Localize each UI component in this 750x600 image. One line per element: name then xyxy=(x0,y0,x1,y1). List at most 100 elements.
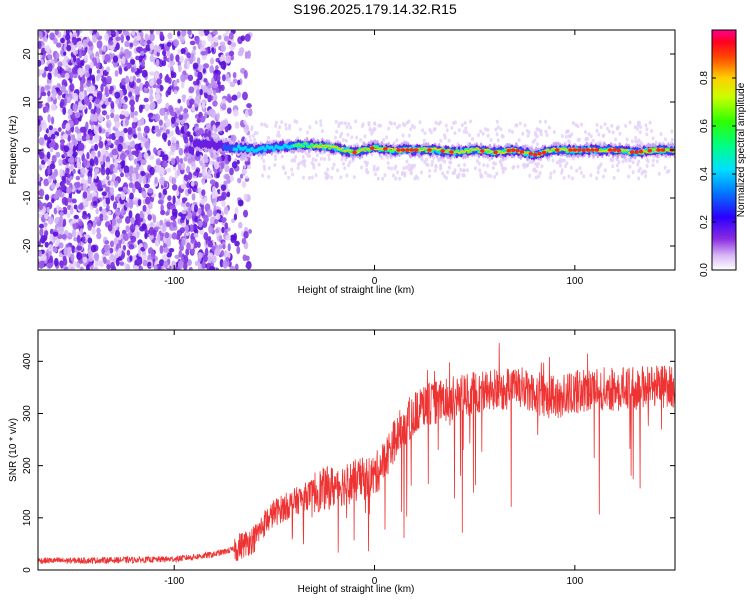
heatmap-cell xyxy=(455,149,460,152)
heatmap-cell xyxy=(624,123,628,128)
heatmap-cell xyxy=(306,130,310,135)
heatmap-cell xyxy=(280,154,284,159)
heatmap-cell xyxy=(128,244,135,250)
heatmap-cell xyxy=(651,136,655,141)
heatmap-cell xyxy=(171,208,178,217)
heatmap-cell xyxy=(83,201,89,207)
heatmap-cell xyxy=(221,199,226,208)
colorbar-tick-label: 0.2 xyxy=(699,215,710,229)
heatmap-cell xyxy=(312,165,316,170)
heatmap-cell xyxy=(301,154,305,159)
heatmap-cell xyxy=(260,122,264,127)
heatmap-cell xyxy=(53,257,59,267)
heatmap-cell xyxy=(231,218,236,224)
heatmap-cell xyxy=(494,127,498,132)
heatmap-cell xyxy=(170,143,177,153)
heatmap-cell xyxy=(180,80,185,89)
heatmap-cell xyxy=(189,224,194,233)
heatmap-cell xyxy=(122,103,128,110)
heatmap-cell xyxy=(611,164,615,169)
heatmap-cell xyxy=(38,137,45,146)
heatmap-cell xyxy=(126,63,131,70)
heatmap-cell xyxy=(104,244,109,253)
heatmap-cell xyxy=(71,66,78,75)
heatmap-cell xyxy=(359,165,363,170)
heatmap-cell xyxy=(119,113,126,120)
heatmap-cell xyxy=(159,176,166,186)
heatmap-cell xyxy=(146,174,152,179)
heatmap-cell xyxy=(110,261,115,270)
spectrogram-x-tick-label: -100 xyxy=(164,276,184,287)
heatmap-cell xyxy=(443,133,447,138)
heatmap-cell xyxy=(495,171,499,176)
heatmap-cell xyxy=(423,160,427,165)
heatmap-cell xyxy=(125,216,131,224)
heatmap-cell xyxy=(407,133,411,138)
heatmap-cell xyxy=(373,172,377,177)
heatmap-cell xyxy=(38,223,45,229)
heatmap-cell xyxy=(85,72,90,78)
heatmap-cell xyxy=(495,132,499,137)
heatmap-cell xyxy=(44,241,49,248)
heatmap-cell xyxy=(137,249,142,257)
heatmap-cell xyxy=(92,200,98,206)
heatmap-cell xyxy=(265,124,269,129)
heatmap-cell xyxy=(93,266,99,270)
heatmap-cell xyxy=(253,137,257,142)
heatmap-cell xyxy=(182,262,188,270)
heatmap-cell xyxy=(598,148,603,151)
heatmap-cell xyxy=(57,234,63,240)
heatmap-cell xyxy=(437,121,441,126)
heatmap-cell xyxy=(88,139,95,145)
heatmap-cell xyxy=(294,154,298,159)
heatmap-cell xyxy=(446,170,450,175)
heatmap-cell xyxy=(526,150,530,154)
heatmap-cell xyxy=(352,175,356,180)
heatmap-cell xyxy=(444,123,448,128)
heatmap-cell xyxy=(390,166,394,171)
heatmap-cell xyxy=(319,156,323,161)
heatmap-cell xyxy=(77,67,83,75)
snr-x-tick-label: 100 xyxy=(566,576,583,587)
heatmap-cell xyxy=(292,158,296,163)
heatmap-cell xyxy=(77,203,84,210)
heatmap-cell xyxy=(347,121,351,126)
heatmap-cell xyxy=(89,30,93,35)
heatmap-cell xyxy=(425,157,429,162)
heatmap-cell xyxy=(217,35,222,40)
heatmap-cell xyxy=(67,134,71,142)
heatmap-cell xyxy=(50,139,56,148)
heatmap-cell xyxy=(626,174,630,179)
heatmap-cell xyxy=(213,127,218,133)
heatmap-cell xyxy=(116,218,123,224)
heatmap-cell xyxy=(135,46,142,53)
heatmap-cell xyxy=(181,30,187,37)
heatmap-cell xyxy=(61,58,67,66)
heatmap-cell xyxy=(110,103,115,110)
heatmap-cell xyxy=(278,125,282,130)
heatmap-cell xyxy=(528,152,533,156)
heatmap-cell xyxy=(96,57,100,63)
heatmap-cell xyxy=(176,168,181,177)
heatmap-cell xyxy=(73,236,78,242)
heatmap-cell xyxy=(149,32,155,42)
figure-title: S196.2025.179.14.32.R15 xyxy=(293,1,457,17)
heatmap-cell xyxy=(465,130,469,135)
heatmap-cell xyxy=(581,148,586,152)
heatmap-cell xyxy=(160,204,164,212)
heatmap-cell xyxy=(138,104,143,113)
heatmap-cell xyxy=(39,227,44,237)
heatmap-cell xyxy=(288,126,292,131)
heatmap-cell xyxy=(602,174,606,179)
heatmap-cell xyxy=(161,132,168,140)
heatmap-cell xyxy=(645,127,649,132)
heatmap-cell xyxy=(144,141,150,149)
heatmap-cell xyxy=(564,129,568,134)
heatmap-cell xyxy=(659,132,663,137)
heatmap-cell xyxy=(188,266,193,270)
heatmap-cell xyxy=(481,131,485,136)
heatmap-cell xyxy=(224,126,229,133)
heatmap-cell xyxy=(41,122,48,131)
heatmap-cell xyxy=(653,147,658,150)
heatmap-cell xyxy=(242,254,248,262)
